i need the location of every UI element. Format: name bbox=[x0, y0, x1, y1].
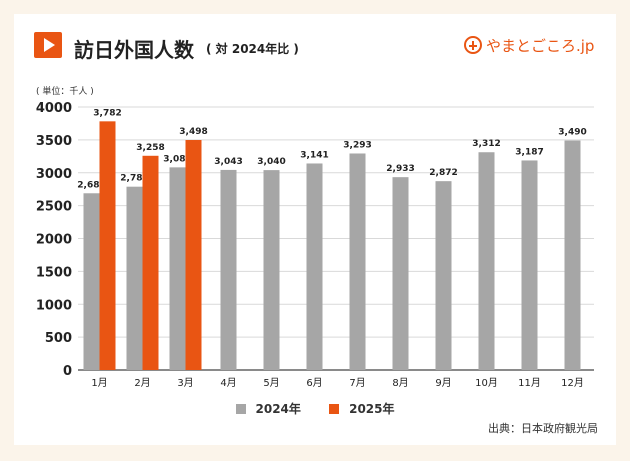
data-label-2025: 3,498 bbox=[179, 127, 207, 137]
y-tick-label: 500 bbox=[45, 331, 72, 346]
data-label-2024: 3,040 bbox=[257, 157, 285, 167]
y-tick-label: 1500 bbox=[36, 265, 72, 280]
y-tick-label: 3000 bbox=[36, 167, 72, 182]
x-tick-label: 7月 bbox=[349, 377, 365, 389]
data-label-2025: 3,782 bbox=[93, 108, 121, 118]
play-icon bbox=[34, 32, 62, 58]
chart-title: 訪日外国人数 bbox=[74, 38, 194, 62]
bar-2025 bbox=[185, 140, 202, 370]
source-note: 出典：日本政府観光局 bbox=[488, 422, 598, 435]
x-tick-label: 2月 bbox=[134, 377, 150, 389]
data-label-2024: 3,490 bbox=[558, 128, 586, 138]
bar-2024 bbox=[220, 169, 237, 370]
bar-2024 bbox=[306, 163, 323, 370]
data-label-2024: 2,788 bbox=[120, 174, 148, 184]
bar-2025 bbox=[99, 121, 116, 370]
y-tick-label: 4000 bbox=[36, 101, 72, 116]
x-tick-label: 1月 bbox=[91, 377, 107, 389]
data-label-2025: 3,258 bbox=[136, 143, 164, 153]
logo-icon bbox=[464, 36, 482, 54]
legend-item-2024: 2024年 bbox=[235, 400, 301, 417]
data-label-2024: 3,082 bbox=[163, 154, 191, 164]
chart-subtitle: ( 対 2024年比 ) bbox=[206, 42, 299, 56]
x-tick-label: 8月 bbox=[392, 377, 408, 389]
y-tick-label: 3500 bbox=[36, 134, 72, 149]
x-tick-label: 9月 bbox=[435, 377, 451, 389]
y-tick-label: 2000 bbox=[36, 233, 72, 248]
logo-text: やまとごころ.jp bbox=[486, 37, 595, 55]
bar-2024 bbox=[392, 177, 409, 370]
legend-swatch-2024 bbox=[235, 404, 246, 414]
bar-2024 bbox=[435, 181, 452, 370]
x-tick-label: 12月 bbox=[561, 377, 584, 389]
bar-2024 bbox=[564, 140, 581, 370]
legend-label-2024: 2024年 bbox=[255, 402, 301, 416]
bar-2025 bbox=[142, 155, 159, 370]
x-tick-label: 10月 bbox=[475, 377, 498, 389]
data-label-2024: 3,312 bbox=[472, 139, 500, 149]
data-label-2024: 3,293 bbox=[343, 140, 371, 150]
bar-chart: 0 500 1000 1500 2000 2500 3000 3500 4000 2,688 3,7… bbox=[36, 101, 594, 389]
data-label-2024: 2,688 bbox=[77, 180, 105, 190]
brand-logo: やまとごころ.jp bbox=[464, 36, 598, 60]
bar-2024 bbox=[83, 193, 100, 370]
bar-2024 bbox=[169, 167, 186, 370]
chart-card: 訪日外国人数 ( 対 2024年比 ) やまとごころ.jp ( 単位：千人 ) … bbox=[14, 14, 616, 445]
x-tick-label: 5月 bbox=[263, 377, 279, 389]
x-tick-label: 11月 bbox=[518, 377, 541, 389]
y-tick-label: 1000 bbox=[36, 298, 72, 313]
unit-label: ( 単位：千人 ) bbox=[36, 87, 94, 97]
y-tick-label: 2500 bbox=[36, 200, 72, 215]
data-label-2024: 3,187 bbox=[515, 147, 543, 157]
bar-2024 bbox=[478, 152, 495, 370]
y-tick-label: 0 bbox=[63, 364, 72, 379]
legend-label-2025: 2025年 bbox=[349, 402, 395, 416]
data-label-2024: 3,141 bbox=[300, 150, 328, 160]
data-label-2024: 2,872 bbox=[429, 168, 457, 178]
x-tick-label: 6月 bbox=[306, 377, 322, 389]
x-tick-label: 3月 bbox=[177, 377, 193, 389]
x-tick-label: 4月 bbox=[220, 377, 236, 389]
bar-2024 bbox=[521, 160, 538, 370]
bar-2024 bbox=[263, 170, 280, 370]
data-label-2024: 3,043 bbox=[214, 157, 242, 167]
bar-2024 bbox=[126, 186, 143, 370]
data-label-2024: 2,933 bbox=[386, 164, 414, 174]
bar-2024 bbox=[349, 153, 366, 370]
legend-swatch-2025 bbox=[329, 404, 340, 414]
chart-legend: 2024年 2025年 bbox=[14, 400, 616, 417]
legend-item-2025: 2025年 bbox=[329, 400, 395, 417]
